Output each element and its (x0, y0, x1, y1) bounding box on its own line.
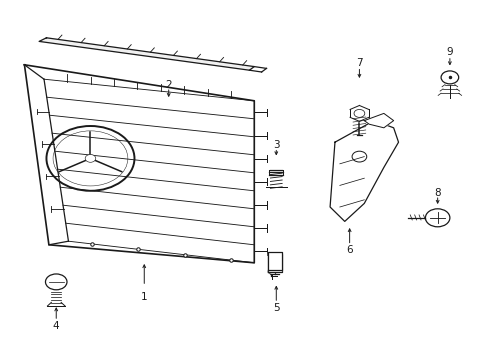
Text: 1: 1 (141, 292, 147, 302)
Text: 3: 3 (272, 140, 279, 150)
Text: 2: 2 (165, 80, 172, 90)
Text: 9: 9 (446, 47, 452, 57)
Text: 7: 7 (355, 58, 362, 68)
Circle shape (85, 154, 96, 162)
Text: 6: 6 (346, 245, 352, 255)
Polygon shape (267, 252, 281, 270)
Polygon shape (329, 121, 398, 221)
Polygon shape (39, 38, 254, 70)
Text: 5: 5 (272, 303, 279, 313)
Polygon shape (364, 113, 393, 128)
Polygon shape (267, 254, 281, 272)
Text: 4: 4 (53, 321, 60, 331)
Text: 8: 8 (433, 188, 440, 198)
